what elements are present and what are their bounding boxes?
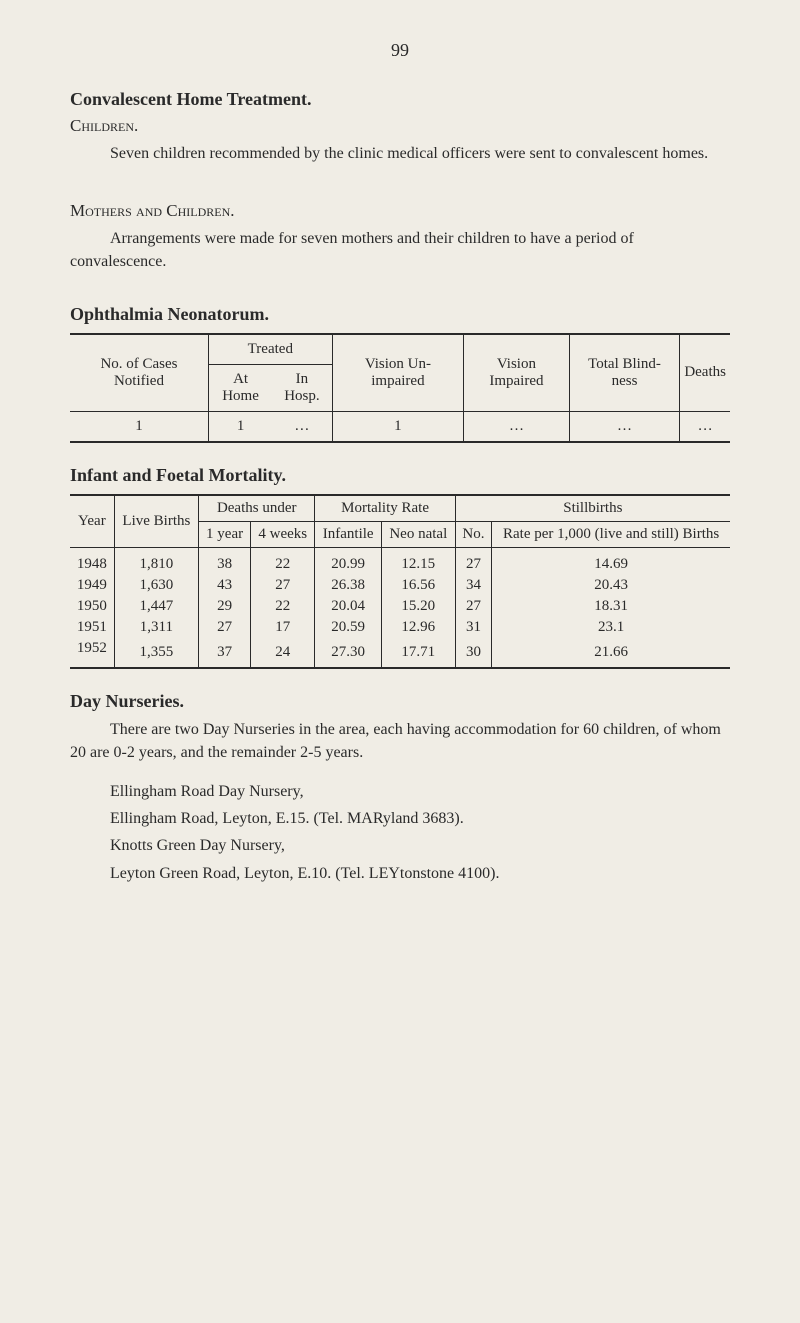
c-w4: 27 — [251, 575, 315, 596]
c-sbrate: 21.66 — [492, 638, 730, 668]
col-treated-hosp: In Hosp. — [272, 364, 332, 411]
c-year: 1952 — [70, 638, 114, 668]
heading-mortality: Infant and Foetal Mortality. — [70, 465, 730, 486]
c-live: 1,311 — [114, 617, 198, 638]
nursery-line-2: Ellingham Road, Leyton, E.15. (Tel. MARy… — [70, 807, 730, 830]
c-y1: 43 — [199, 575, 251, 596]
col-4weeks: 4 weeks — [251, 521, 315, 547]
col-stillbirths: Stillbirths — [455, 495, 730, 522]
cell-blindness: … — [569, 411, 680, 442]
c-sbrate: 20.43 — [492, 575, 730, 596]
cell-deaths: … — [680, 411, 730, 442]
col-treated: Treated — [208, 334, 332, 365]
para-mothers: Arrangements were made for seven mothers… — [70, 227, 730, 273]
col-sb-rate: Rate per 1,000 (live and still) Births — [492, 521, 730, 547]
page-number: 99 — [70, 40, 730, 61]
c-inf: 20.59 — [315, 617, 381, 638]
col-live: Live Births — [114, 495, 198, 548]
c-sbrate: 23.1 — [492, 617, 730, 638]
col-1year: 1 year — [199, 521, 251, 547]
c-year: 1949 — [70, 575, 114, 596]
c-live: 1,355 — [114, 638, 198, 668]
col-deaths-under: Deaths under — [199, 495, 315, 522]
table-mortality: Year Live Births Deaths under Mortality … — [70, 494, 730, 669]
col-year: Year — [70, 495, 114, 548]
c-inf: 27.30 — [315, 638, 381, 668]
col-treated-home: At Home — [208, 364, 272, 411]
c-neo: 12.15 — [381, 547, 455, 575]
c-year: 1948 — [70, 547, 114, 575]
c-y1: 37 — [199, 638, 251, 668]
table-ophthalmia: No. of Cases Notified Treated Vision Un-… — [70, 333, 730, 443]
cell-hosp: … — [272, 411, 332, 442]
col-blindness: Total Blind- ness — [569, 334, 680, 412]
c-live: 1,447 — [114, 596, 198, 617]
c-w4: 22 — [251, 596, 315, 617]
c-neo: 16.56 — [381, 575, 455, 596]
col-infantile: Infantile — [315, 521, 381, 547]
col-mortality-rate: Mortality Rate — [315, 495, 455, 522]
cell-home: 1 — [208, 411, 272, 442]
section-ophthalmia: Ophthalmia Neonatorum. No. of Cases Noti… — [70, 304, 730, 443]
col-deaths: Deaths — [680, 334, 730, 412]
c-sbno: 27 — [455, 596, 492, 617]
table-row: 1951 1,311 27 17 20.59 12.96 31 23.1 — [70, 617, 730, 638]
heading-ophthalmia: Ophthalmia Neonatorum. — [70, 304, 730, 325]
c-w4: 24 — [251, 638, 315, 668]
c-w4: 17 — [251, 617, 315, 638]
c-neo: 12.96 — [381, 617, 455, 638]
cell-cases: 1 — [70, 411, 208, 442]
col-neonatal: Neo natal — [381, 521, 455, 547]
table-row: 1952 1,355 37 24 27.30 17.71 30 21.66 — [70, 638, 730, 668]
c-sbno: 27 — [455, 547, 492, 575]
c-y1: 29 — [199, 596, 251, 617]
c-live: 1,630 — [114, 575, 198, 596]
col-cases: No. of Cases Notified — [70, 334, 208, 412]
c-sbrate: 14.69 — [492, 547, 730, 575]
c-year: 1950 — [70, 596, 114, 617]
c-inf: 20.99 — [315, 547, 381, 575]
para-children: Seven children recommended by the clinic… — [70, 142, 730, 165]
c-year: 1951 — [70, 617, 114, 638]
nursery-line-4: Leyton Green Road, Leyton, E.10. (Tel. L… — [70, 862, 730, 885]
nursery-line-3: Knotts Green Day Nursery, — [70, 834, 730, 857]
para-nurseries: There are two Day Nurseries in the area,… — [70, 718, 730, 764]
subheading-mothers: Mothers and Children. — [70, 201, 730, 221]
heading-nurseries: Day Nurseries. — [70, 691, 730, 712]
c-neo: 15.20 — [381, 596, 455, 617]
table-row: 1948 1,810 38 22 20.99 12.15 27 14.69 — [70, 547, 730, 575]
c-y1: 27 — [199, 617, 251, 638]
nursery-line-1: Ellingham Road Day Nursery, — [70, 780, 730, 803]
c-sbno: 30 — [455, 638, 492, 668]
heading-convalescent: Convalescent Home Treatment. — [70, 89, 730, 110]
c-inf: 20.04 — [315, 596, 381, 617]
c-live: 1,810 — [114, 547, 198, 575]
c-y1: 38 — [199, 547, 251, 575]
section-mortality: Infant and Foetal Mortality. Year Live B… — [70, 465, 730, 669]
col-sb-no: No. — [455, 521, 492, 547]
c-w4: 22 — [251, 547, 315, 575]
table-row: 1949 1,630 43 27 26.38 16.56 34 20.43 — [70, 575, 730, 596]
cell-unimpaired: 1 — [332, 411, 464, 442]
table-row: 1950 1,447 29 22 20.04 15.20 27 18.31 — [70, 596, 730, 617]
c-inf: 26.38 — [315, 575, 381, 596]
section-convalescent: Convalescent Home Treatment. Children. S… — [70, 89, 730, 274]
c-sbno: 34 — [455, 575, 492, 596]
c-sbno: 31 — [455, 617, 492, 638]
c-sbrate: 18.31 — [492, 596, 730, 617]
section-nurseries: Day Nurseries. There are two Day Nurseri… — [70, 691, 730, 885]
col-vision-un: Vision Un- impaired — [332, 334, 464, 412]
cell-impaired: … — [464, 411, 570, 442]
c-neo: 17.71 — [381, 638, 455, 668]
col-vision-imp: Vision Impaired — [464, 334, 570, 412]
subheading-children: Children. — [70, 116, 730, 136]
